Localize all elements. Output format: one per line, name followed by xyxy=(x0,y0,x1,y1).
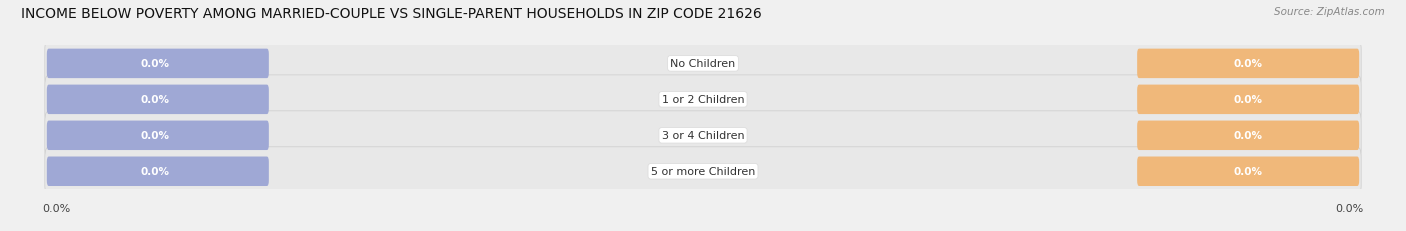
FancyBboxPatch shape xyxy=(1137,157,1360,186)
Text: 0.0%: 0.0% xyxy=(42,203,70,213)
Text: 0.0%: 0.0% xyxy=(141,167,169,176)
FancyBboxPatch shape xyxy=(46,157,269,186)
Text: 1 or 2 Children: 1 or 2 Children xyxy=(662,95,744,105)
FancyBboxPatch shape xyxy=(45,40,1361,88)
Text: 0.0%: 0.0% xyxy=(141,95,169,105)
Text: 5 or more Children: 5 or more Children xyxy=(651,167,755,176)
Text: No Children: No Children xyxy=(671,59,735,69)
FancyBboxPatch shape xyxy=(46,121,269,150)
Text: Source: ZipAtlas.com: Source: ZipAtlas.com xyxy=(1274,7,1385,17)
Text: 0.0%: 0.0% xyxy=(1233,131,1263,141)
Text: 0.0%: 0.0% xyxy=(141,131,169,141)
FancyBboxPatch shape xyxy=(45,111,1361,160)
FancyBboxPatch shape xyxy=(46,85,269,115)
FancyBboxPatch shape xyxy=(1137,49,1360,79)
FancyBboxPatch shape xyxy=(45,76,1361,124)
Text: INCOME BELOW POVERTY AMONG MARRIED-COUPLE VS SINGLE-PARENT HOUSEHOLDS IN ZIP COD: INCOME BELOW POVERTY AMONG MARRIED-COUPL… xyxy=(21,7,762,21)
FancyBboxPatch shape xyxy=(46,49,269,79)
FancyBboxPatch shape xyxy=(45,147,1361,196)
Text: 0.0%: 0.0% xyxy=(1336,203,1364,213)
FancyBboxPatch shape xyxy=(1137,121,1360,150)
Text: 0.0%: 0.0% xyxy=(1233,59,1263,69)
Text: 0.0%: 0.0% xyxy=(1233,95,1263,105)
Text: 0.0%: 0.0% xyxy=(1233,167,1263,176)
FancyBboxPatch shape xyxy=(1137,85,1360,115)
Text: 3 or 4 Children: 3 or 4 Children xyxy=(662,131,744,141)
Text: 0.0%: 0.0% xyxy=(141,59,169,69)
